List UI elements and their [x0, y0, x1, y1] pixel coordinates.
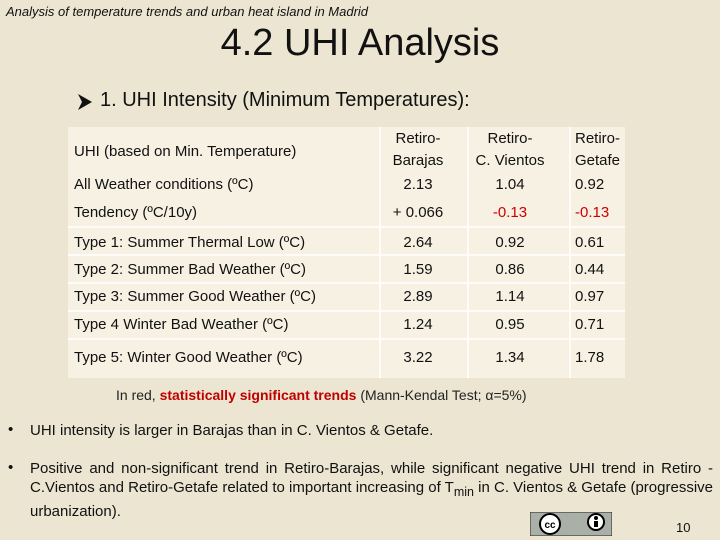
- row-label: Tendency (ºC/10y): [74, 204, 198, 221]
- cell-value: 2.64: [403, 234, 433, 251]
- title: 4.2 UHI Analysis: [220, 22, 500, 64]
- cell-value: 2.89: [403, 288, 433, 305]
- cell-value: 0.86: [495, 261, 525, 278]
- cell-value: 1.78: [575, 349, 605, 366]
- note-alpha: α=5%: [485, 387, 522, 403]
- cell-value: 1.34: [495, 349, 525, 366]
- bullet: • UHI intensity is larger in Barajas than…: [8, 421, 433, 439]
- cell-value: 0.92: [495, 234, 525, 251]
- cell-value: 0.97: [575, 288, 605, 305]
- cell-value: 0.61: [575, 234, 605, 251]
- cell-value: + 0.066: [392, 204, 444, 221]
- bullet: • Positive and non-significant trend in R…: [8, 459, 714, 520]
- column-header: Retiro- Getafe: [575, 130, 621, 169]
- row-label: Type 5: Winter Good Weather (ºC): [74, 349, 303, 366]
- note: In red, statistically significant trends…: [116, 387, 527, 403]
- cell-value: 1.24: [403, 316, 433, 333]
- page-number: 10: [676, 520, 691, 535]
- cell-value: -0.13: [575, 204, 610, 221]
- license-icon: cc: [530, 512, 612, 536]
- subscript: min: [453, 485, 474, 499]
- bullet-text: UHI intensity is larger in Barajas than …: [30, 422, 434, 439]
- bullet-text-part: in C. Vientos & Getafe (progressive urba…: [30, 479, 714, 520]
- subtitle: 1. UHI Intensity (Minimum Temperatures):: [100, 89, 470, 111]
- note-text: ): [521, 387, 527, 403]
- header: Analysis of temperature trends and urban…: [6, 4, 369, 19]
- table: UHI (based on Min. Temperature) Retiro- B…: [68, 127, 625, 378]
- column-header: Retiro- Barajas: [392, 130, 444, 169]
- column-header: UHI (based on Min. Temperature): [74, 143, 297, 160]
- row-label: Type 4 Winter Bad Weather (ºC): [74, 316, 289, 333]
- column-header: Retiro- C. Vientos: [475, 130, 545, 169]
- note-highlight: statistically significant trends: [159, 387, 357, 403]
- cell-value: 1.04: [495, 176, 525, 193]
- row-label: All Weather conditions (ºC): [74, 176, 254, 193]
- table-lines: [68, 127, 625, 378]
- row-label: Type 2: Summer Bad Weather (ºC): [74, 261, 306, 278]
- cell-value: 0.71: [575, 316, 605, 333]
- cell-value: 1.14: [495, 288, 525, 305]
- cell-value: -0.13: [492, 204, 528, 221]
- cell-value: 3.22: [403, 349, 433, 366]
- cell-value: 2.13: [403, 176, 433, 193]
- cell-value: 1.59: [403, 261, 433, 278]
- arrow-bullet: [78, 94, 92, 110]
- svg-text:cc: cc: [544, 520, 556, 531]
- note-text: In red,: [116, 387, 160, 403]
- bullet-text: Positive and non-significant trend in Re…: [30, 459, 713, 521]
- cell-value: 0.95: [495, 316, 525, 333]
- cell-value: 0.92: [575, 176, 605, 193]
- row-label: Type 1: Summer Thermal Low (ºC): [74, 234, 306, 251]
- cell-value: 0.44: [575, 261, 605, 278]
- bullet-text-part: Positive and non-significant trend in Re…: [30, 460, 713, 496]
- row-label: Type 3: Summer Good Weather (ºC): [74, 288, 316, 305]
- note-text: (Mann-Kendal Test;: [356, 387, 486, 403]
